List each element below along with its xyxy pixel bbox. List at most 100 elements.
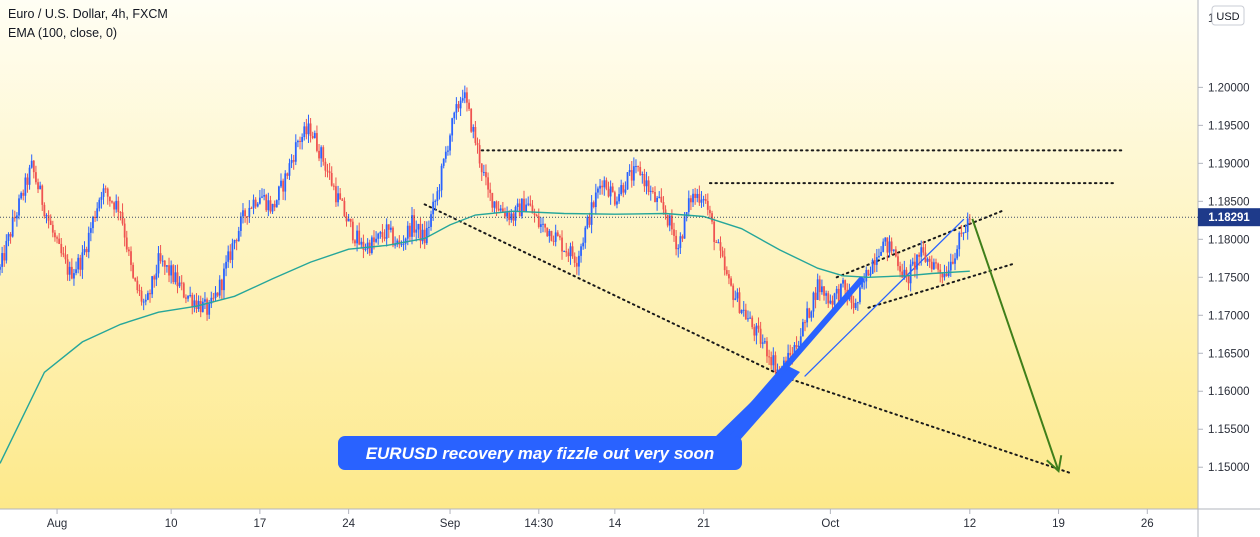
candle-body — [761, 342, 764, 344]
candle-body — [772, 355, 775, 366]
candle — [493, 201, 496, 213]
candle-body — [77, 257, 80, 270]
candle-body — [482, 172, 485, 174]
candle — [542, 217, 544, 233]
candle-body — [875, 257, 878, 265]
candle-body — [905, 269, 908, 276]
candle-body — [316, 133, 318, 151]
candle — [918, 252, 921, 266]
channel-line — [423, 203, 787, 379]
candle — [725, 266, 728, 276]
currency-label[interactable]: USD — [1216, 11, 1239, 23]
candle-body — [738, 292, 741, 313]
candle — [482, 164, 485, 176]
candle-body — [60, 243, 63, 254]
candle — [711, 210, 713, 225]
candle-body — [127, 249, 130, 252]
candle — [920, 240, 923, 266]
candle — [400, 240, 403, 248]
candle-body — [797, 345, 800, 348]
candle-body — [592, 202, 595, 208]
candle-body — [842, 280, 844, 284]
candle-body — [736, 292, 739, 299]
candle-body — [428, 226, 430, 228]
candle — [180, 275, 183, 291]
candle — [377, 232, 380, 245]
candle-body — [75, 269, 77, 274]
candle-body — [539, 224, 542, 227]
candle-body — [584, 227, 587, 243]
candle — [656, 195, 659, 211]
candle — [897, 252, 899, 271]
candle — [56, 235, 58, 244]
candle-body — [449, 135, 451, 151]
candle — [679, 232, 682, 255]
candle-body — [377, 233, 380, 239]
candle — [935, 258, 937, 269]
candle-body — [362, 241, 365, 250]
candle-body — [728, 274, 730, 279]
candle — [613, 190, 616, 207]
candle-body — [24, 177, 27, 196]
candle — [96, 202, 99, 222]
candle — [453, 111, 456, 125]
candle — [734, 290, 737, 301]
candle — [571, 241, 574, 259]
candle — [239, 212, 242, 237]
candle — [677, 244, 680, 258]
candle — [518, 198, 521, 217]
callout-box — [338, 436, 742, 470]
candle-body — [683, 216, 686, 239]
candle — [926, 257, 929, 266]
candle-body — [840, 283, 842, 302]
candle — [332, 183, 335, 191]
candle-body — [725, 270, 728, 275]
candle — [928, 256, 931, 268]
candle — [111, 200, 113, 204]
candle — [520, 198, 523, 219]
candle — [668, 213, 671, 232]
candle — [161, 255, 164, 267]
candle-body — [134, 277, 137, 281]
candle — [480, 163, 483, 182]
candle — [87, 226, 90, 259]
candle-body — [373, 237, 375, 242]
candle-body — [662, 201, 665, 210]
candle-body — [123, 223, 126, 238]
currency-button[interactable]: USD — [1211, 5, 1245, 26]
candle — [132, 262, 135, 279]
candle-body — [559, 236, 561, 238]
candle — [5, 234, 8, 264]
candle — [742, 301, 745, 317]
candle-body — [563, 251, 566, 253]
candle-body — [565, 251, 568, 253]
candle — [466, 87, 468, 112]
candle-body — [299, 140, 301, 143]
candle — [301, 133, 304, 150]
candle-body — [106, 188, 109, 197]
candle-body — [265, 195, 268, 211]
candle — [601, 180, 604, 195]
candle-body — [478, 145, 481, 164]
candle-body — [100, 196, 103, 200]
candle — [544, 223, 547, 233]
candle — [182, 281, 185, 299]
candle — [497, 201, 500, 212]
candle-body — [510, 213, 513, 220]
candle-body — [487, 177, 489, 190]
candle — [231, 238, 234, 269]
candle — [66, 254, 69, 281]
candle — [635, 159, 637, 174]
candle-body — [246, 216, 249, 218]
candle — [379, 230, 382, 239]
candle — [662, 196, 665, 215]
candle — [637, 165, 639, 172]
candle — [535, 213, 538, 217]
candle-body — [470, 108, 473, 132]
candle-body — [356, 230, 358, 244]
candle-body — [935, 262, 937, 264]
candle — [421, 223, 424, 245]
candle-body — [939, 269, 942, 274]
candle — [185, 294, 187, 304]
candle — [816, 273, 819, 301]
